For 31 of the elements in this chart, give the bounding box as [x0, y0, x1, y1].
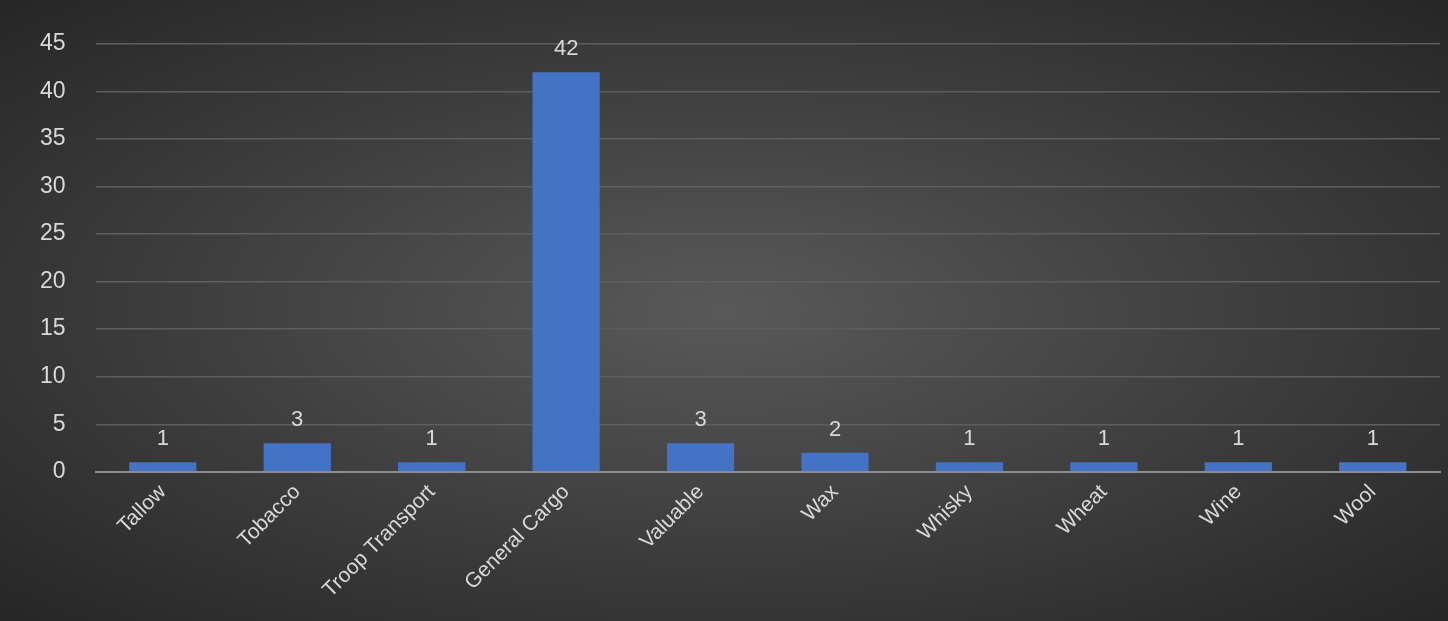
data-label: 1 — [156, 425, 169, 451]
bar — [1204, 462, 1272, 472]
bar — [1339, 462, 1407, 472]
y-tick-label: 5 — [52, 409, 66, 436]
bar — [532, 72, 600, 472]
data-label: 1 — [1232, 425, 1245, 451]
data-label: 3 — [694, 406, 707, 432]
bar — [1070, 462, 1138, 472]
bar — [129, 462, 197, 472]
data-label: 3 — [291, 406, 304, 432]
x-tick-label: Wax — [796, 479, 843, 525]
bar — [935, 462, 1004, 472]
y-tick-label: 30 — [39, 171, 66, 198]
data-label: 1 — [1097, 425, 1111, 451]
y-tick-label: 40 — [39, 76, 66, 103]
data-label: 2 — [828, 415, 842, 441]
bar — [263, 443, 331, 472]
data-label: 1 — [963, 425, 976, 451]
data-label: 1 — [1366, 425, 1379, 451]
y-tick-label: 25 — [39, 219, 66, 246]
y-tick-label: 45 — [39, 29, 66, 56]
data-label: 1 — [425, 425, 438, 451]
y-tick-label: 20 — [39, 266, 66, 293]
bar — [398, 462, 466, 472]
y-tick-label: 35 — [39, 124, 66, 151]
bar — [801, 452, 869, 472]
bar — [666, 443, 735, 472]
y-tick-label: 0 — [52, 457, 66, 484]
y-tick-label: 10 — [39, 362, 66, 389]
y-tick-label: 15 — [39, 314, 66, 341]
data-label: 42 — [553, 35, 579, 61]
